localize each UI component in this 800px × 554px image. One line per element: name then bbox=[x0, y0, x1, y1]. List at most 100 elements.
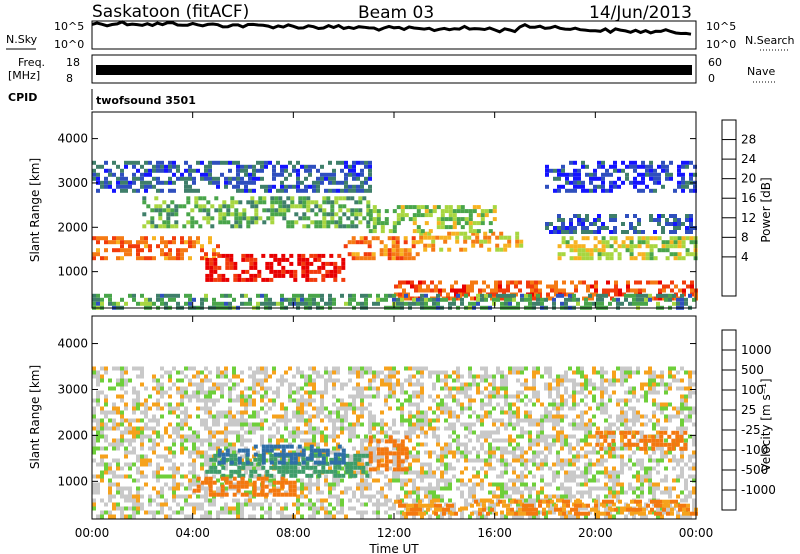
heatmap-cell bbox=[556, 474, 560, 479]
heatmap-cell bbox=[388, 229, 393, 234]
heatmap-cell bbox=[160, 180, 164, 185]
heatmap-cell bbox=[400, 470, 404, 475]
heatmap-cell bbox=[597, 164, 601, 169]
heatmap-cell bbox=[596, 514, 600, 519]
heatmap-cell bbox=[262, 196, 267, 201]
heatmap-cell bbox=[436, 370, 440, 375]
heatmap-cell bbox=[100, 180, 104, 185]
heatmap-cell bbox=[252, 370, 256, 375]
heatmap-cell bbox=[455, 231, 460, 236]
heatmap-cell bbox=[395, 240, 400, 245]
heatmap-cell bbox=[192, 244, 196, 249]
heatmap-cell bbox=[492, 301, 496, 306]
heatmap-cell bbox=[252, 180, 256, 185]
heatmap-cell bbox=[492, 490, 496, 495]
heatmap-cell bbox=[604, 418, 608, 423]
heatmap-cell bbox=[560, 382, 564, 387]
heatmap-cell bbox=[288, 301, 292, 306]
heatmap-cell bbox=[172, 430, 176, 435]
heatmap-cell bbox=[351, 256, 356, 261]
heatmap-cell bbox=[340, 180, 344, 185]
heatmap-cell bbox=[496, 370, 500, 375]
heatmap-cell bbox=[548, 510, 552, 515]
heatmap-cell bbox=[156, 502, 160, 507]
heatmap-cell bbox=[476, 414, 480, 419]
heatmap-cell bbox=[276, 414, 280, 419]
heatmap-cell bbox=[528, 398, 532, 403]
heatmap-cell bbox=[249, 261, 254, 266]
heatmap-cell bbox=[448, 514, 452, 519]
heatmap-cell bbox=[168, 164, 172, 169]
heatmap-cell bbox=[100, 390, 104, 395]
heatmap-cell bbox=[222, 200, 227, 205]
heatmap-cell bbox=[128, 498, 132, 503]
heatmap-cell bbox=[548, 414, 552, 419]
heatmap-cell bbox=[136, 478, 140, 483]
heatmap-cell bbox=[396, 470, 400, 475]
heatmap-cell bbox=[569, 230, 573, 234]
heatmap-cell bbox=[244, 466, 248, 471]
heatmap-cell bbox=[532, 514, 536, 519]
heatmap-cell bbox=[423, 231, 428, 236]
heatmap-cell bbox=[456, 414, 460, 419]
heatmap-cell bbox=[416, 382, 420, 387]
heatmap-cell bbox=[200, 297, 204, 302]
heatmap-cell bbox=[288, 297, 292, 302]
heatmap-cell bbox=[408, 462, 412, 467]
heatmap-cell bbox=[274, 212, 279, 217]
heatmap-cell bbox=[392, 374, 396, 379]
heatmap-cell bbox=[596, 450, 600, 455]
heatmap-cell bbox=[464, 406, 468, 411]
heatmap-cell bbox=[620, 438, 624, 443]
heatmap-cell bbox=[515, 231, 520, 236]
heatmap-cell bbox=[276, 426, 280, 431]
heatmap-cell bbox=[536, 442, 540, 447]
heatmap-cell bbox=[208, 442, 212, 447]
heatmap-cell bbox=[585, 164, 589, 169]
heatmap-cell bbox=[556, 414, 560, 419]
heatmap-cell bbox=[640, 474, 644, 479]
heatmap-cell bbox=[368, 474, 372, 479]
heatmap-cell bbox=[364, 510, 368, 515]
heatmap-cell bbox=[296, 410, 300, 415]
heatmap-cell bbox=[276, 418, 280, 423]
heatmap-cell bbox=[540, 438, 544, 443]
heatmap-cell bbox=[600, 366, 604, 371]
heatmap-cell bbox=[689, 230, 693, 234]
heatmap-cell bbox=[248, 490, 252, 495]
heatmap-cell bbox=[316, 490, 320, 495]
heatmap-cell bbox=[637, 218, 641, 222]
heatmap-cell bbox=[641, 176, 645, 181]
heatmap-cell bbox=[520, 390, 524, 395]
heatmap-cell bbox=[140, 462, 144, 467]
heatmap-cell bbox=[580, 470, 584, 475]
heatmap-cell bbox=[296, 486, 300, 491]
heatmap-cell bbox=[108, 482, 112, 487]
heatmap-cell bbox=[308, 382, 312, 387]
heatmap-cell bbox=[172, 478, 176, 483]
heatmap-cell bbox=[588, 406, 592, 411]
heatmap-cell bbox=[508, 297, 512, 302]
heatmap-cell bbox=[228, 510, 232, 515]
heatmap-cell bbox=[420, 430, 424, 435]
heatmap-cell bbox=[652, 374, 656, 379]
heatmap-cell bbox=[436, 406, 440, 411]
heatmap-cell bbox=[280, 434, 284, 439]
heatmap-cell bbox=[403, 256, 408, 261]
heatmap-cell bbox=[359, 236, 364, 241]
heatmap-cell bbox=[620, 490, 624, 495]
heatmap-cell bbox=[372, 418, 376, 423]
heatmap-cell bbox=[284, 414, 288, 419]
heatmap-cell bbox=[436, 293, 440, 298]
heatmap-cell bbox=[464, 454, 468, 459]
heatmap-cell bbox=[260, 160, 264, 165]
heatmap-cell bbox=[403, 248, 408, 253]
heatmap-cell bbox=[420, 426, 424, 431]
heatmap-cell bbox=[664, 293, 668, 298]
heatmap-cell bbox=[536, 434, 540, 439]
heatmap-cell bbox=[637, 222, 641, 226]
heatmap-cell bbox=[148, 498, 152, 503]
heatmap-cell bbox=[398, 280, 402, 285]
heatmap-cell bbox=[116, 366, 120, 371]
heatmap-cell bbox=[586, 284, 590, 289]
